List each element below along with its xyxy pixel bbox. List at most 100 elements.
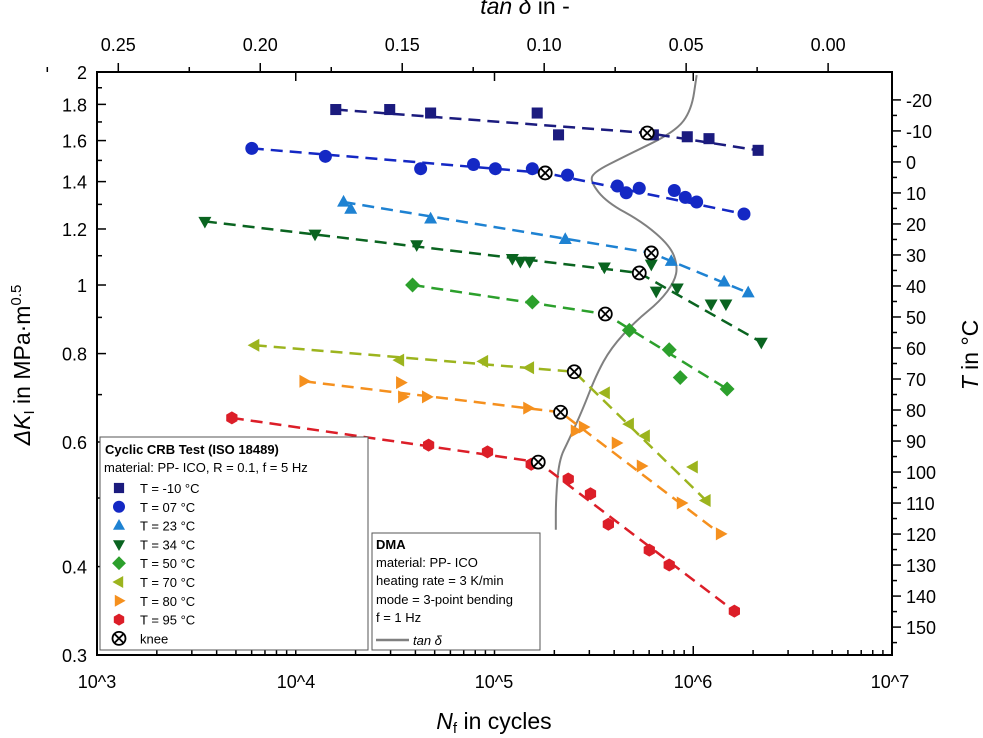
data-point [703,133,715,145]
data-point [619,186,633,200]
y-axis-title-sup: 0.5 [8,285,25,306]
x-axis-title: Nf in cycles [436,708,551,737]
data-point [561,168,575,182]
right-tick-label: 90 [906,432,926,452]
data-point [754,337,768,350]
y-tick-label: 1.6 [62,132,87,152]
data-point [698,493,711,507]
data-point [664,254,678,266]
legend-dma-line: material: PP- ICO [376,555,478,570]
legend-dma-title: DMA [376,537,406,552]
y-tick-label: 2 [77,63,87,83]
legend-marker [113,500,125,513]
knee-cross [113,633,125,644]
tan-delta-curve [554,74,698,530]
top-tick-label: 0.00 [811,35,846,55]
data-point [611,436,624,450]
data-point [676,496,689,510]
knee-point [537,165,553,181]
x-axis-title-rest: in cycles [457,708,552,734]
data-point [524,294,540,310]
data-point [741,285,755,298]
data-point [405,277,421,293]
data-point [330,104,342,116]
data-point [558,232,572,244]
right-tick-label: 100 [906,463,936,483]
data-point [525,162,539,176]
x-tick-labels: 10^3 10^4 10^5 10^6 10^7 [78,672,909,692]
knees-layer [530,125,659,470]
legend-item-label: T = 23 °C [140,519,195,534]
right-tick-label: -10 [906,122,932,142]
knee-cross [634,267,645,279]
y-tick-label: 1.4 [62,173,87,193]
data-point [661,342,677,358]
legend-marker [113,613,125,626]
data-point [299,374,312,388]
y-tick-label: 1 [77,276,87,296]
knee-cross [539,167,551,179]
legend-dma-curve-label: tan δ [413,633,443,648]
x-tick-label: 10^5 [475,672,513,692]
legend-marker [113,519,125,530]
right-tick-label: 110 [906,494,935,514]
y-axis-title-sub: I [21,410,38,414]
dma-curve-layer [554,74,698,530]
knee-point [631,265,647,281]
axes-layer: 0.3 0.4 0.6 0.8 1 1.2 1.4 1.6 1.8 2 0.25 0.20 0.15 0.… [46,35,936,666]
data-point [392,353,405,367]
legend-item-label: T = 07 °C [140,500,195,515]
data-point [667,184,681,198]
x-tick-label: 10^6 [674,672,712,692]
fit-line-5 [254,344,707,502]
x-tick-label: 10^4 [277,672,315,692]
y-tick-label: 1.2 [62,220,87,240]
x-axis-title-sub: f [453,720,458,737]
y-axis-title-rest: in MPa·m [9,306,35,411]
legend-item-label: T = 70 °C [140,575,195,590]
data-point [531,107,543,119]
knee-point [566,364,582,380]
data-point [752,144,764,156]
data-point [344,201,358,214]
data-point [384,104,396,116]
data-point [649,286,663,299]
right-tick-label: 0 [906,153,916,173]
top-axis-title-rest: in - [531,0,569,19]
data-point [488,162,502,176]
data-point [681,131,693,143]
data-point [638,429,650,443]
right-tick-label: 70 [906,370,926,390]
knee-cross [646,247,657,259]
data-point [466,158,480,172]
legend-item-label: T = -10 °C [140,481,200,496]
right-tick-label: 40 [906,277,926,297]
right-tick-label: 130 [906,556,936,576]
data-point [337,194,351,207]
knee-point [639,125,655,141]
right-tick-label: 30 [906,246,926,266]
legend-marker [113,482,125,494]
legend-item-label: knee [140,631,168,646]
data-point [522,361,535,375]
data-point [410,240,424,252]
right-tick-label: 60 [906,339,926,359]
right-tick-label: -20 [906,91,932,111]
x-axis-title-main: N [436,708,453,734]
knee-cross [569,366,580,378]
data-point [424,211,438,224]
y-tick-label: 0.4 [62,558,87,578]
right-axis-title: T in °C [957,320,983,391]
data-point [621,322,637,338]
data-point [245,141,259,155]
top-tick-label: 0.25 [101,35,136,55]
data-point [672,370,688,386]
right-tick-label: 20 [906,215,926,235]
right-axis-title-rest: in °C [957,320,983,377]
data-point [513,256,527,269]
right-tick-label: 80 [906,401,926,421]
data-point [663,558,675,572]
legend-dma-line: mode = 3-point bending [376,592,513,607]
data-point [247,338,260,352]
data-point [523,401,535,415]
